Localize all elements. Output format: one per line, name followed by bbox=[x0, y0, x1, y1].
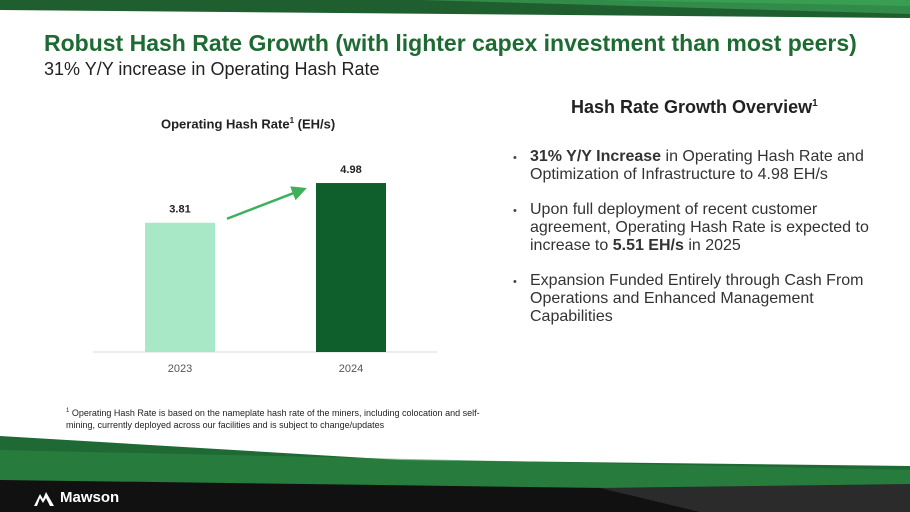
x-tick-label-2024: 2024 bbox=[339, 363, 363, 375]
bullet-2-bold: 5.51 EH/s bbox=[612, 237, 684, 254]
mawson-logo: Mawson bbox=[34, 489, 119, 506]
chart-title-units: (EH/s) bbox=[297, 116, 336, 132]
bar-2023 bbox=[145, 222, 215, 352]
footnote-marker: 1 bbox=[66, 408, 70, 414]
chart-title-footnote-marker: 1 bbox=[289, 116, 295, 125]
bottom-decorative-band bbox=[0, 436, 910, 512]
value-label-2023: 3.81 bbox=[169, 204, 190, 216]
page-title: Robust Hash Rate Growth (with lighter ca… bbox=[44, 30, 857, 56]
bullet-item: • 31% Y/Y Increase in Operating Hash Rat… bbox=[513, 148, 893, 184]
overview-title-text: Hash Rate Growth Overview bbox=[571, 97, 813, 117]
bullet-2-pre: Upon full deployment of recent customer … bbox=[530, 201, 869, 254]
value-label-2024: 4.98 bbox=[340, 164, 361, 176]
page-subtitle: 31% Y/Y increase in Operating Hash Rate bbox=[44, 59, 380, 79]
bullet-dot: • bbox=[513, 276, 517, 288]
chart-title-text: Operating Hash Rate bbox=[161, 116, 290, 132]
bullet-dot: • bbox=[513, 152, 517, 164]
bullet-1-text: in Operating Hash Rate and Optimization … bbox=[530, 148, 864, 183]
bullet-item: • Expansion Funded Entirely through Cash… bbox=[513, 272, 893, 326]
chart-title: Operating Hash Rate1 (EH/s) bbox=[161, 116, 335, 131]
footnote: 1 Operating Hash Rate is based on the na… bbox=[66, 405, 506, 431]
bullet-3-text: Expansion Funded Entirely through Cash F… bbox=[530, 272, 864, 325]
trend-arrow bbox=[226, 186, 307, 220]
overview-title: Hash Rate Growth Overview1 bbox=[571, 97, 818, 118]
mountain-logo-icon bbox=[34, 491, 54, 506]
bar-2024 bbox=[316, 183, 386, 352]
x-tick-label-2023: 2023 bbox=[168, 363, 192, 375]
overview-bullet-list: • 31% Y/Y Increase in Operating Hash Rat… bbox=[513, 148, 893, 343]
bullet-2-post: in 2025 bbox=[683, 237, 741, 254]
bullet-1-bold: 31% Y/Y Increase bbox=[530, 148, 662, 165]
footnote-text: Operating Hash Rate is based on the name… bbox=[66, 408, 480, 430]
bullet-item: • Upon full deployment of recent custome… bbox=[513, 201, 893, 255]
logo-text: Mawson bbox=[60, 489, 120, 506]
bullet-dot: • bbox=[513, 205, 517, 217]
top-decorative-band bbox=[0, 0, 910, 18]
overview-title-footnote-marker: 1 bbox=[812, 98, 818, 109]
